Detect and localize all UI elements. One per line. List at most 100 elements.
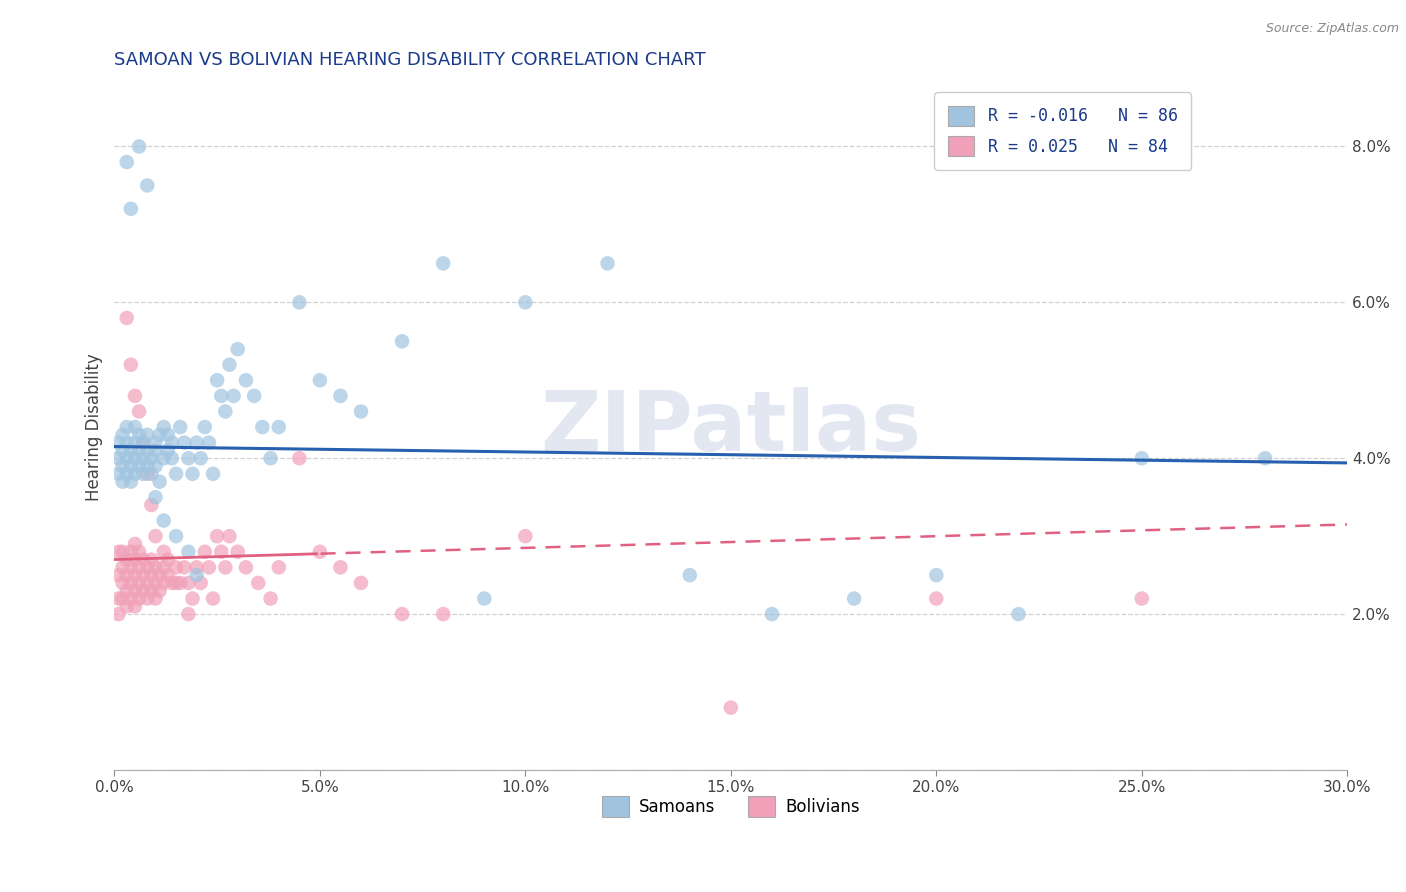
Point [124,420,146,434]
Point [120,591,142,606]
Point [152,420,174,434]
Point [288,295,311,310]
Point [120,202,142,216]
Point [156,568,179,582]
Point [432,256,454,270]
Text: SAMOAN VS BOLIVIAN HEARING DISABILITY CORRELATION CHART: SAMOAN VS BOLIVIAN HEARING DISABILITY CO… [114,51,706,69]
Point [160,435,183,450]
Point [177,451,200,466]
Point [205,373,228,387]
Point [1254,451,1277,466]
Point [141,467,163,481]
Point [107,591,129,606]
Point [136,443,159,458]
Point [350,576,373,591]
Point [128,576,150,591]
Point [226,545,249,559]
Y-axis label: Hearing Disability: Hearing Disability [86,353,103,501]
Point [149,475,172,489]
Point [141,498,163,512]
Point [136,576,159,591]
Point [107,435,129,450]
Point [124,552,146,566]
Point [391,607,413,621]
Point [128,591,150,606]
Point [165,560,187,574]
Point [202,467,225,481]
Legend: Samoans, Bolivians: Samoans, Bolivians [595,789,866,823]
Point [194,545,217,559]
Point [111,475,134,489]
Point [252,420,274,434]
Point [136,178,159,193]
Point [152,576,174,591]
Point [761,607,783,621]
Point [132,451,155,466]
Point [720,700,742,714]
Point [190,576,212,591]
Point [165,576,187,591]
Point [842,591,865,606]
Point [214,404,236,418]
Point [111,560,134,574]
Point [111,576,134,591]
Point [115,552,138,566]
Point [120,475,142,489]
Point [152,514,174,528]
Point [247,576,270,591]
Point [124,537,146,551]
Point [111,591,134,606]
Point [120,458,142,473]
Point [309,373,332,387]
Point [198,560,221,574]
Point [329,389,352,403]
Point [515,295,537,310]
Point [145,576,167,591]
Point [111,458,134,473]
Point [156,552,179,566]
Point [145,443,167,458]
Point [141,568,163,582]
Point [145,560,167,574]
Point [186,560,208,574]
Point [115,155,138,169]
Point [136,560,159,574]
Point [165,467,187,481]
Point [107,451,129,466]
Point [124,451,146,466]
Point [124,599,146,614]
Point [111,443,134,458]
Point [149,568,172,582]
Point [198,435,221,450]
Point [205,529,228,543]
Point [128,458,150,473]
Point [120,545,142,559]
Point [925,591,948,606]
Point [596,256,619,270]
Point [214,560,236,574]
Point [156,428,179,442]
Point [169,576,191,591]
Point [124,435,146,450]
Point [288,451,311,466]
Point [190,451,212,466]
Text: Source: ZipAtlas.com: Source: ZipAtlas.com [1265,22,1399,36]
Point [141,583,163,598]
Point [169,420,191,434]
Point [145,591,167,606]
Point [925,568,948,582]
Point [124,467,146,481]
Point [309,545,332,559]
Point [186,435,208,450]
Point [152,451,174,466]
Point [136,428,159,442]
Point [141,552,163,566]
Point [136,591,159,606]
Point [107,568,129,582]
Point [186,568,208,582]
Point [120,358,142,372]
Point [218,358,240,372]
Point [350,404,373,418]
Point [235,373,257,387]
Point [160,451,183,466]
